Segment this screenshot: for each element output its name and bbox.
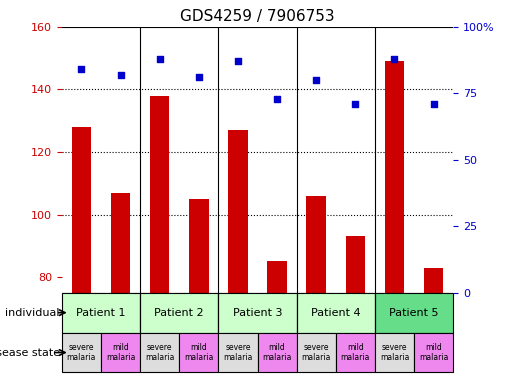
- Point: [156, 56, 164, 62]
- FancyBboxPatch shape: [414, 333, 453, 372]
- Bar: [385, 61, 404, 293]
- Point: [116, 72, 125, 78]
- Bar: [111, 193, 130, 293]
- Point: [430, 101, 438, 107]
- Text: mild
malaria: mild malaria: [340, 343, 370, 362]
- FancyBboxPatch shape: [375, 293, 453, 333]
- Text: Patient 2: Patient 2: [154, 308, 204, 318]
- FancyBboxPatch shape: [336, 333, 375, 372]
- Bar: [150, 96, 169, 293]
- Bar: [72, 127, 91, 293]
- FancyBboxPatch shape: [297, 333, 336, 372]
- FancyBboxPatch shape: [140, 333, 179, 372]
- Text: Patient 1: Patient 1: [76, 308, 126, 318]
- Text: severe
malaria: severe malaria: [223, 343, 253, 362]
- Text: disease state: disease state: [0, 348, 60, 358]
- Point: [351, 101, 359, 107]
- Text: Patient 5: Patient 5: [389, 308, 439, 318]
- Text: Patient 3: Patient 3: [233, 308, 282, 318]
- Bar: [346, 237, 365, 293]
- Text: severe
malaria: severe malaria: [66, 343, 96, 362]
- Text: severe
malaria: severe malaria: [145, 343, 175, 362]
- Text: severe
malaria: severe malaria: [301, 343, 331, 362]
- Text: mild
malaria: mild malaria: [184, 343, 214, 362]
- FancyBboxPatch shape: [62, 333, 101, 372]
- FancyBboxPatch shape: [218, 333, 258, 372]
- FancyBboxPatch shape: [179, 333, 218, 372]
- Text: Patient 4: Patient 4: [311, 308, 360, 318]
- Bar: [189, 199, 209, 293]
- FancyBboxPatch shape: [62, 293, 140, 333]
- Text: individual: individual: [5, 308, 60, 318]
- Bar: [228, 130, 248, 293]
- Point: [234, 58, 242, 65]
- FancyBboxPatch shape: [140, 293, 218, 333]
- Title: GDS4259 / 7906753: GDS4259 / 7906753: [180, 9, 335, 24]
- FancyBboxPatch shape: [375, 333, 414, 372]
- Bar: [424, 268, 443, 293]
- Point: [77, 66, 85, 73]
- FancyBboxPatch shape: [101, 333, 140, 372]
- Text: mild
malaria: mild malaria: [262, 343, 292, 362]
- Text: mild
malaria: mild malaria: [419, 343, 449, 362]
- FancyBboxPatch shape: [258, 333, 297, 372]
- FancyBboxPatch shape: [297, 293, 375, 333]
- Bar: [306, 196, 326, 293]
- Point: [312, 77, 320, 83]
- Point: [390, 56, 399, 62]
- Point: [195, 74, 203, 81]
- Text: mild
malaria: mild malaria: [106, 343, 135, 362]
- FancyBboxPatch shape: [218, 293, 297, 333]
- Bar: [267, 262, 287, 293]
- Text: severe
malaria: severe malaria: [380, 343, 409, 362]
- Point: [273, 96, 281, 102]
